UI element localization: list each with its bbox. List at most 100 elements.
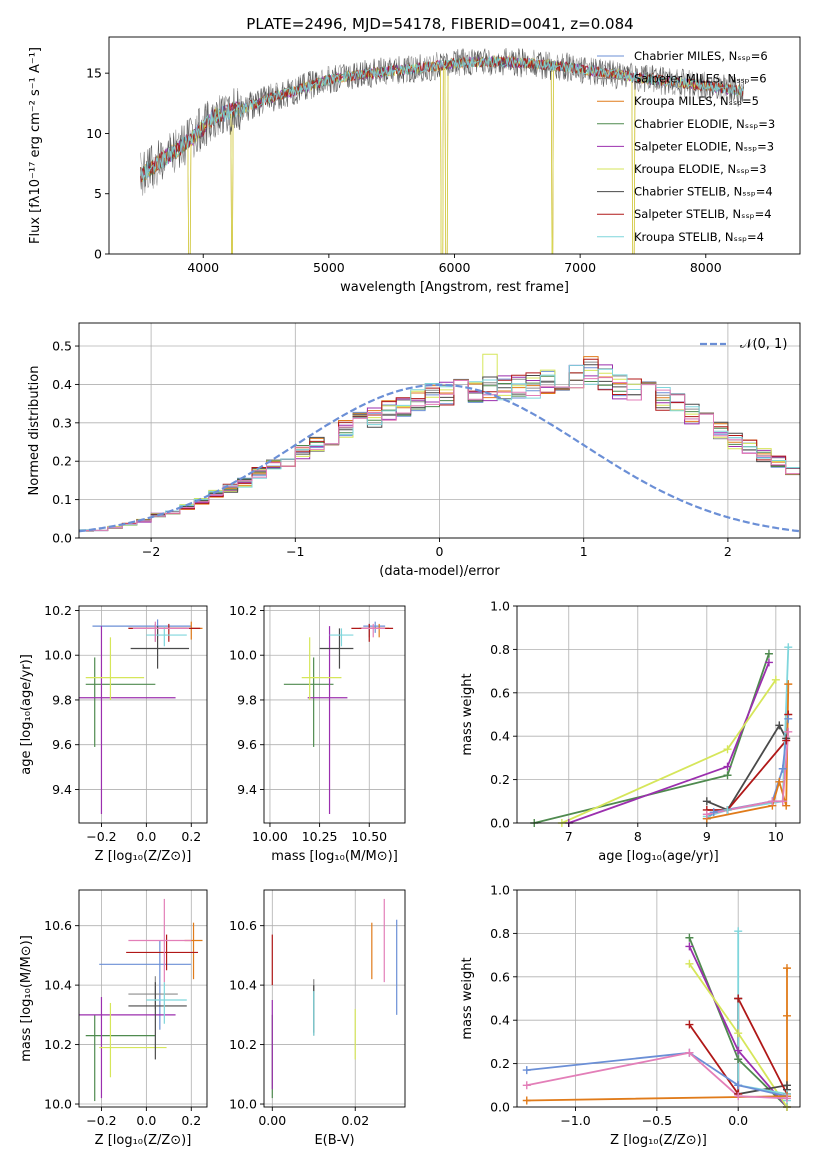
weight-point-chabrier_elodie [685,933,694,942]
y-tick-label: 0.8 [490,642,510,657]
weight-point-kroupa_elodie [734,1029,743,1038]
legend-label-kroupa_stelib: Kroupa STELIB, Nₛₛₚ=4 [634,230,764,244]
weight-point-kroupa_miles [782,1011,791,1020]
age-vs-metallicity-panel: −0.2 0.0 0.2 9.4 9.6 9.8 10.0 10.2 Z [log₁₀(Z/Z⊙… [19,603,208,864]
y-tick-label: 9.8 [52,692,72,707]
spectrum-line-kroupa_stelib [140,56,744,183]
weight-point-chabrier_miles [784,714,793,723]
weight-point-salpeter_stelib [734,994,743,1003]
legend-label-chabrier_elodie: Chabrier ELODIE, Nₛₛₚ=3 [634,117,775,131]
x-tick-label: −0.5 [642,1113,672,1128]
y-tick-label: 0.8 [490,926,510,941]
legend-label-chabrier_miles: Chabrier MILES, Nₛₛₚ=6 [634,49,768,63]
weight-line-kroupa_miles [526,968,788,1102]
x-tick-label: 8000 [690,260,722,275]
weight-point-kroupa_miles [782,964,791,973]
mass-weight-vs-metallicity-panel: −1.0 −0.5 0.0 0.0 0.2 0.4 0.6 0.8 1.0 Z [log₁₀(Z/… [460,883,801,1148]
weight-point-salpeter_elodie [685,942,694,951]
x-tick-label: 0 [436,544,444,559]
y-tick-label: 0.0 [490,816,510,831]
weight-point-salpeter_elodie [723,762,732,771]
weight-line-chabrier_miles [526,1051,788,1098]
legend-label-salpeter_miles: Salpeter MILES, Nₛₛₚ=6 [634,72,767,86]
y-tick-label: 10.0 [44,648,72,663]
x-tick-label: 6000 [439,260,471,275]
weight-point-chabrier_elodie [764,649,773,658]
x-tick-label: 7 [565,829,573,844]
weight-point-chabrier_elodie [734,1055,743,1064]
y-tick-label: 1.0 [490,599,510,614]
x-tick-label: 0.0 [136,1113,156,1128]
weight-point-salpeter_elodie [764,658,773,667]
legend-label-kroupa_elodie: Kroupa ELODIE, Nₛₛₚ=3 [634,162,767,176]
y-axis-label: mass weight [460,673,475,755]
y-tick-label: 10.4 [229,978,257,993]
y-tick-label: 0 [94,247,102,262]
y-tick-label: 9.6 [52,737,72,752]
weight-point-kroupa_stelib [723,805,732,814]
weight-point-chabrier_miles [522,1066,531,1075]
weight-line-kroupa_stelib [706,647,790,818]
weight-point-kroupa_elodie [723,745,732,754]
x-axis-label: Z [log₁₀(Z/Z⊙)] [95,1133,192,1148]
weight-point-kroupa_stelib [734,927,743,936]
x-tick-label: 7000 [564,260,596,275]
weight-point-chabrier_stelib [775,721,784,730]
weight-point-pink [734,1092,743,1101]
mass-weight-vs-age-panel: 7 8 9 10 0.0 0.2 0.4 0.6 0.8 1.0 age [log₁₀(age/yr… [460,599,801,864]
y-tick-label: 10.6 [229,918,257,933]
x-tick-label: −1.0 [560,1113,590,1128]
y-tick-label: 10.0 [44,1097,72,1112]
legend-label-chabrier_stelib: Chabrier STELIB, Nₛₛₚ=4 [634,185,773,199]
axes-frame [78,889,208,1108]
axes-frame [263,605,406,824]
x-axis-label: (data-model)/error [379,564,500,579]
weight-line-pink [526,1051,788,1100]
weight-point-chabrier_miles [709,808,718,817]
x-tick-label: 10.25 [302,829,338,844]
weight-point-chabrier_miles [734,1081,743,1090]
x-tick-label: 0.0 [728,1113,748,1128]
y-tick-label: 0.2 [52,454,72,469]
residuals-panel: 𝒩(0, 1) −2 −1 0 1 2 0.0 0.1 0.2 0.3 0.4 0.5 (data-mo… [27,322,801,579]
x-axis-label: E(B-V) [314,1133,354,1148]
x-axis-label: age [log₁₀(age/yr)] [598,849,719,864]
y-axis-label: Flux [fλ10⁻¹⁷ erg cm⁻² s⁻¹ A⁻¹] [28,47,43,244]
y-tick-label: 0.6 [490,969,510,984]
weight-point-pink [784,727,793,736]
weight-point-salpeter_stelib [782,736,791,745]
y-tick-label: 10 [86,126,102,141]
y-tick-label: 0.4 [490,729,510,744]
weight-line-pink [706,731,790,816]
y-tick-label: 0.0 [490,1100,510,1115]
axes-frame [516,605,801,824]
x-tick-label: 2 [724,544,732,559]
x-tick-label: 10.00 [252,829,288,844]
weight-point-chabrier_stelib [702,797,711,806]
x-tick-label: 0.2 [181,1113,201,1128]
weight-line-chabrier_stelib [706,723,787,812]
y-tick-label: 9.4 [237,782,257,797]
x-tick-label: 0.0 [136,829,156,844]
y-tick-label: 1.0 [490,883,510,898]
y-axis-label: mass [log₁₀(M/M⊙)] [19,935,34,1062]
y-tick-label: 10.2 [44,1037,72,1052]
weight-point-kroupa_miles [784,680,793,689]
figure-title: PLATE=2496, MJD=54178, FIBERID=0041, z=0… [246,15,633,33]
x-tick-label: −2 [142,544,160,559]
x-tick-label: 9 [703,829,711,844]
x-axis-label: Z [log₁₀(Z/Z⊙)] [95,849,192,864]
y-tick-label: 0.1 [52,492,72,507]
x-tick-label: 8 [634,829,642,844]
y-tick-label: 10.2 [229,1037,257,1052]
x-tick-label: 0.00 [258,1113,286,1128]
weight-point-kroupa_stelib [784,643,793,652]
y-tick-label: 0.4 [490,1013,510,1028]
x-tick-label: 0.02 [341,1113,369,1128]
y-tick-label: 0.2 [490,772,510,787]
y-tick-label: 5 [94,186,102,201]
gaussian-curve [79,383,800,533]
y-axis-label: mass weight [460,957,475,1039]
legend-label-salpeter_stelib: Salpeter STELIB, Nₛₛₚ=4 [634,207,772,221]
x-tick-label: 10 [768,829,784,844]
